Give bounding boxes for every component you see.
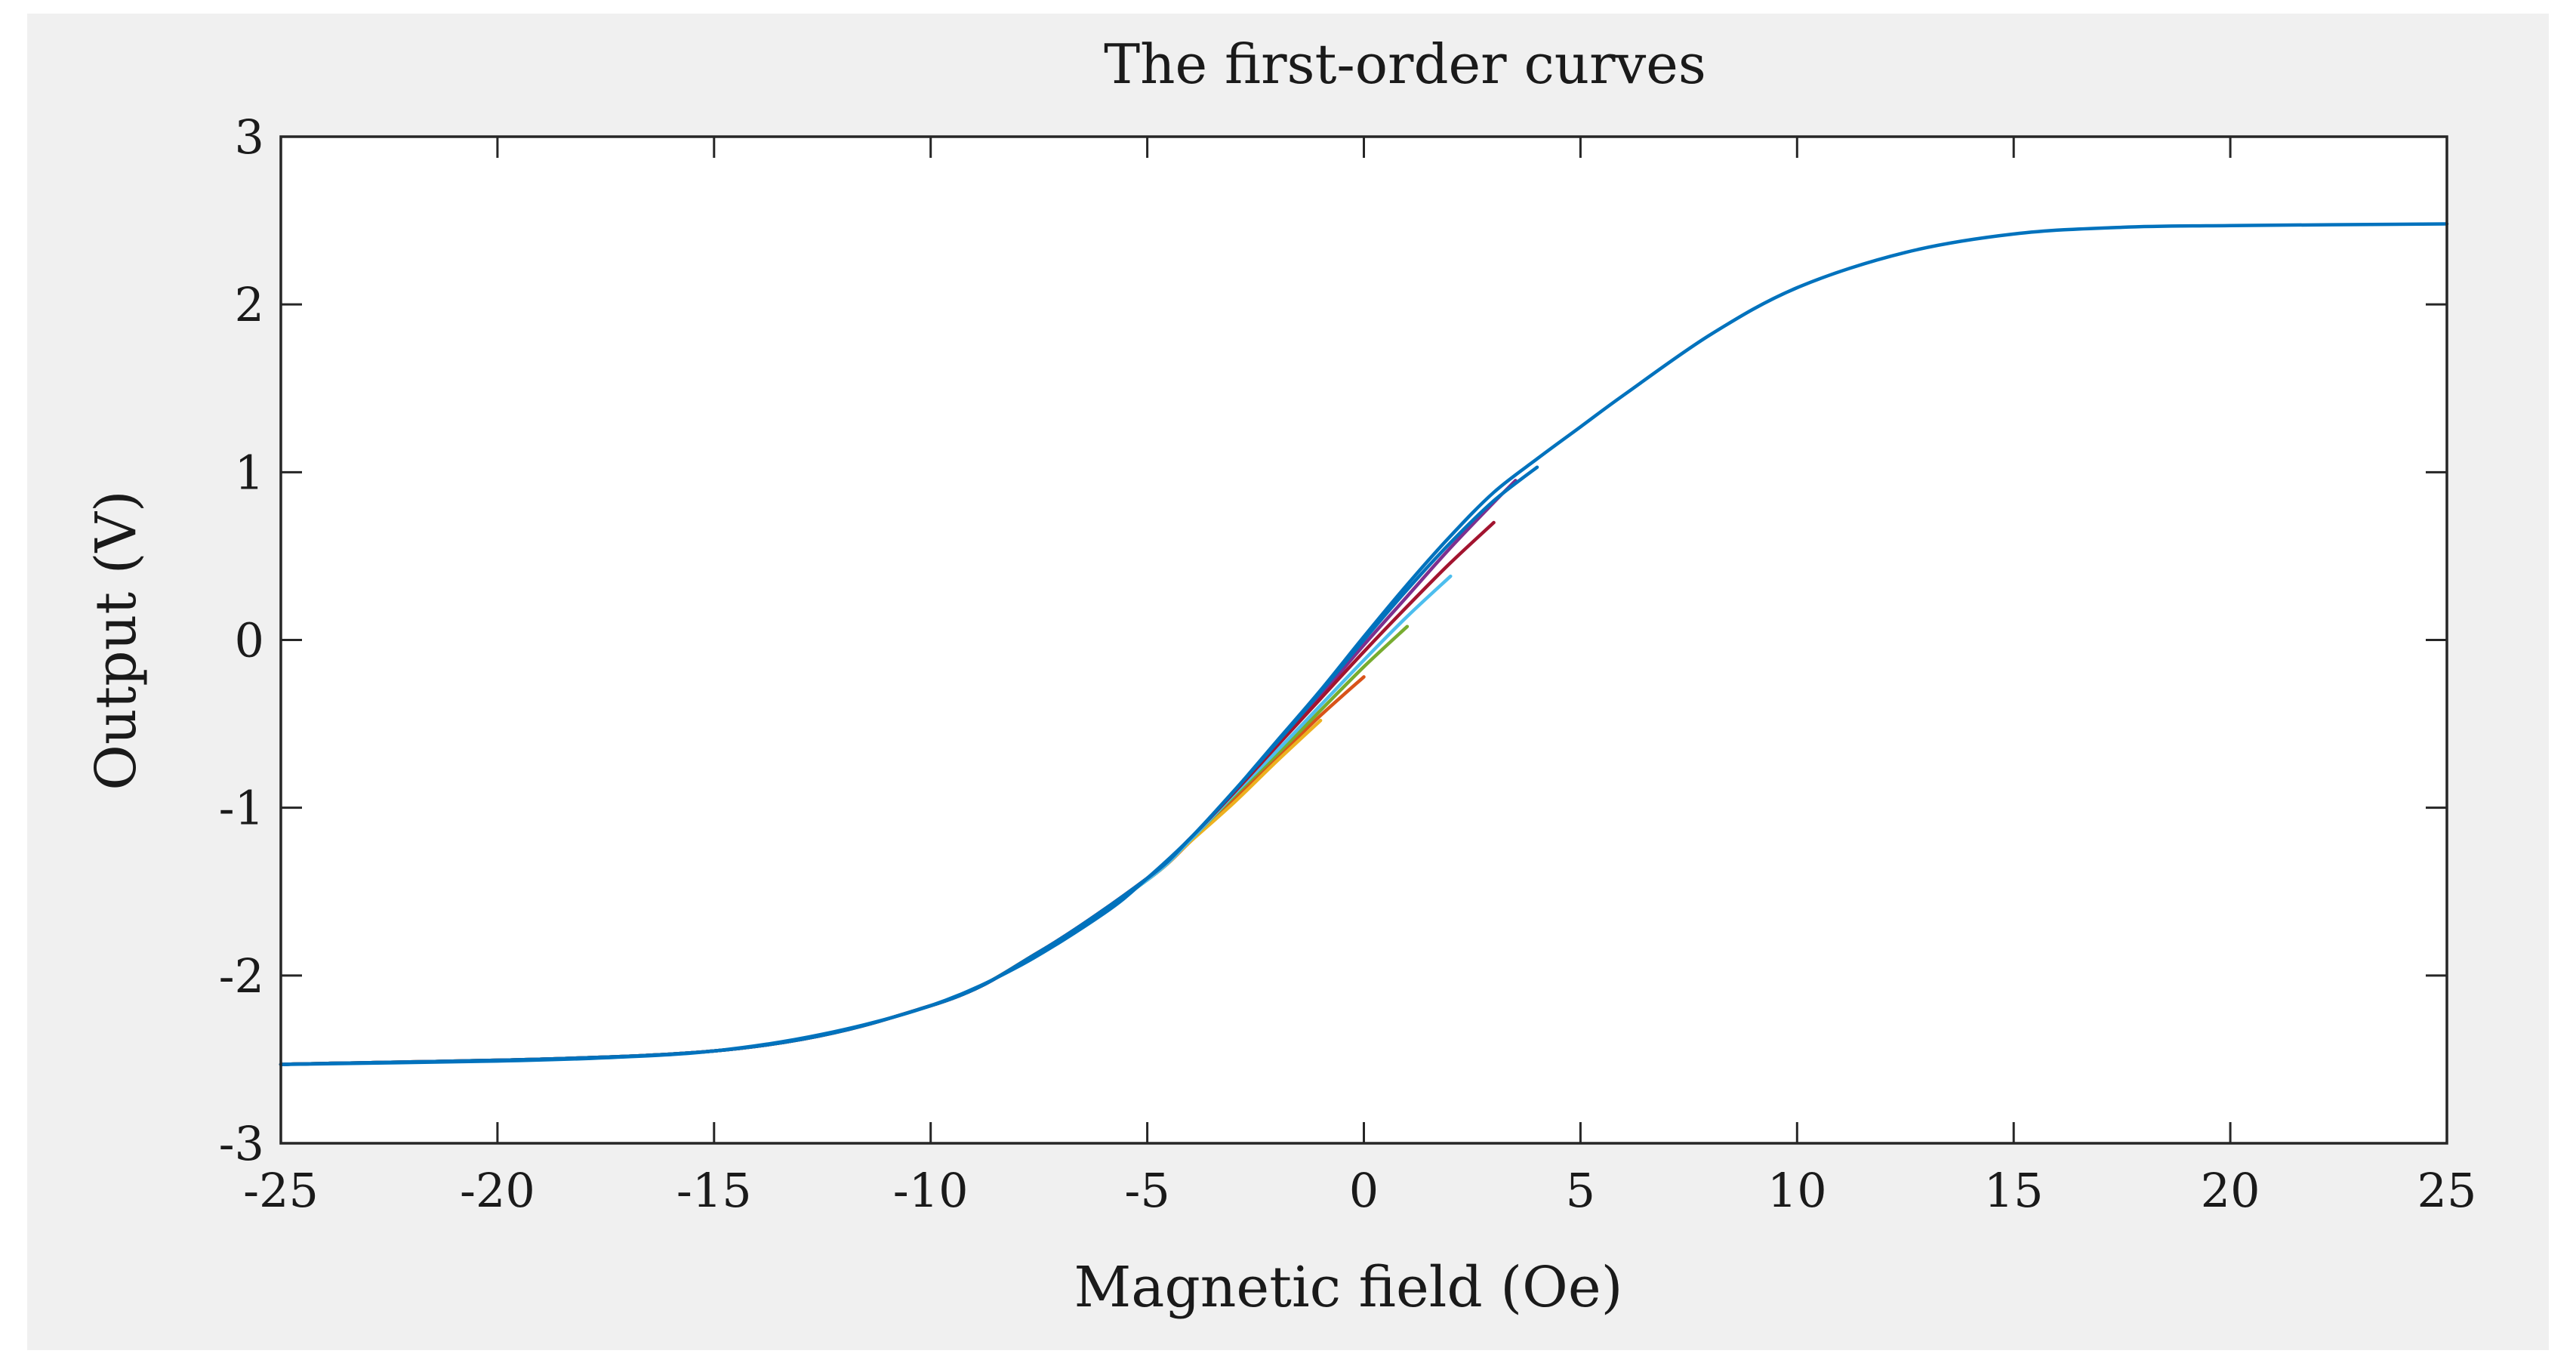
x-tick-label: -5	[1124, 1163, 1169, 1218]
figure-background: The first-order curves -25 -20 -15 -10 -5 0 5 1…	[27, 14, 2549, 1350]
y-axis-title: Output (V)	[84, 490, 149, 791]
series-line-major-loop	[279, 222, 2449, 1066]
x-tick-label: 25	[2417, 1163, 2477, 1218]
line-chart: The first-order curves -25 -20 -15 -10 -5 0 5 1…	[84, 32, 2477, 1320]
x-tick-label: 20	[2201, 1163, 2260, 1218]
y-tick-label: -1	[219, 781, 264, 836]
x-tick-label: 0	[1349, 1163, 1379, 1218]
series-layer	[279, 222, 2449, 1066]
chart-title: The first-order curves	[1104, 32, 1706, 96]
x-tick-label: -10	[893, 1163, 969, 1218]
y-tick-label: -2	[219, 948, 264, 1004]
x-tick-label: 5	[1566, 1163, 1595, 1218]
y-tick-label: 0	[235, 613, 264, 668]
y-tick-label: 2	[235, 277, 264, 332]
y-tick-label: 1	[235, 445, 264, 500]
x-tick-label: 10	[1767, 1163, 1827, 1218]
x-tick-label: 15	[1984, 1163, 2044, 1218]
x-tick-label: -20	[460, 1163, 535, 1218]
x-tick-label: -25	[243, 1163, 319, 1218]
x-axis-title: Magnetic field (Oe)	[1074, 1255, 1623, 1320]
x-tick-label: -15	[676, 1163, 752, 1218]
y-tick-label: 3	[235, 109, 264, 165]
y-tick-label: -3	[219, 1116, 264, 1171]
